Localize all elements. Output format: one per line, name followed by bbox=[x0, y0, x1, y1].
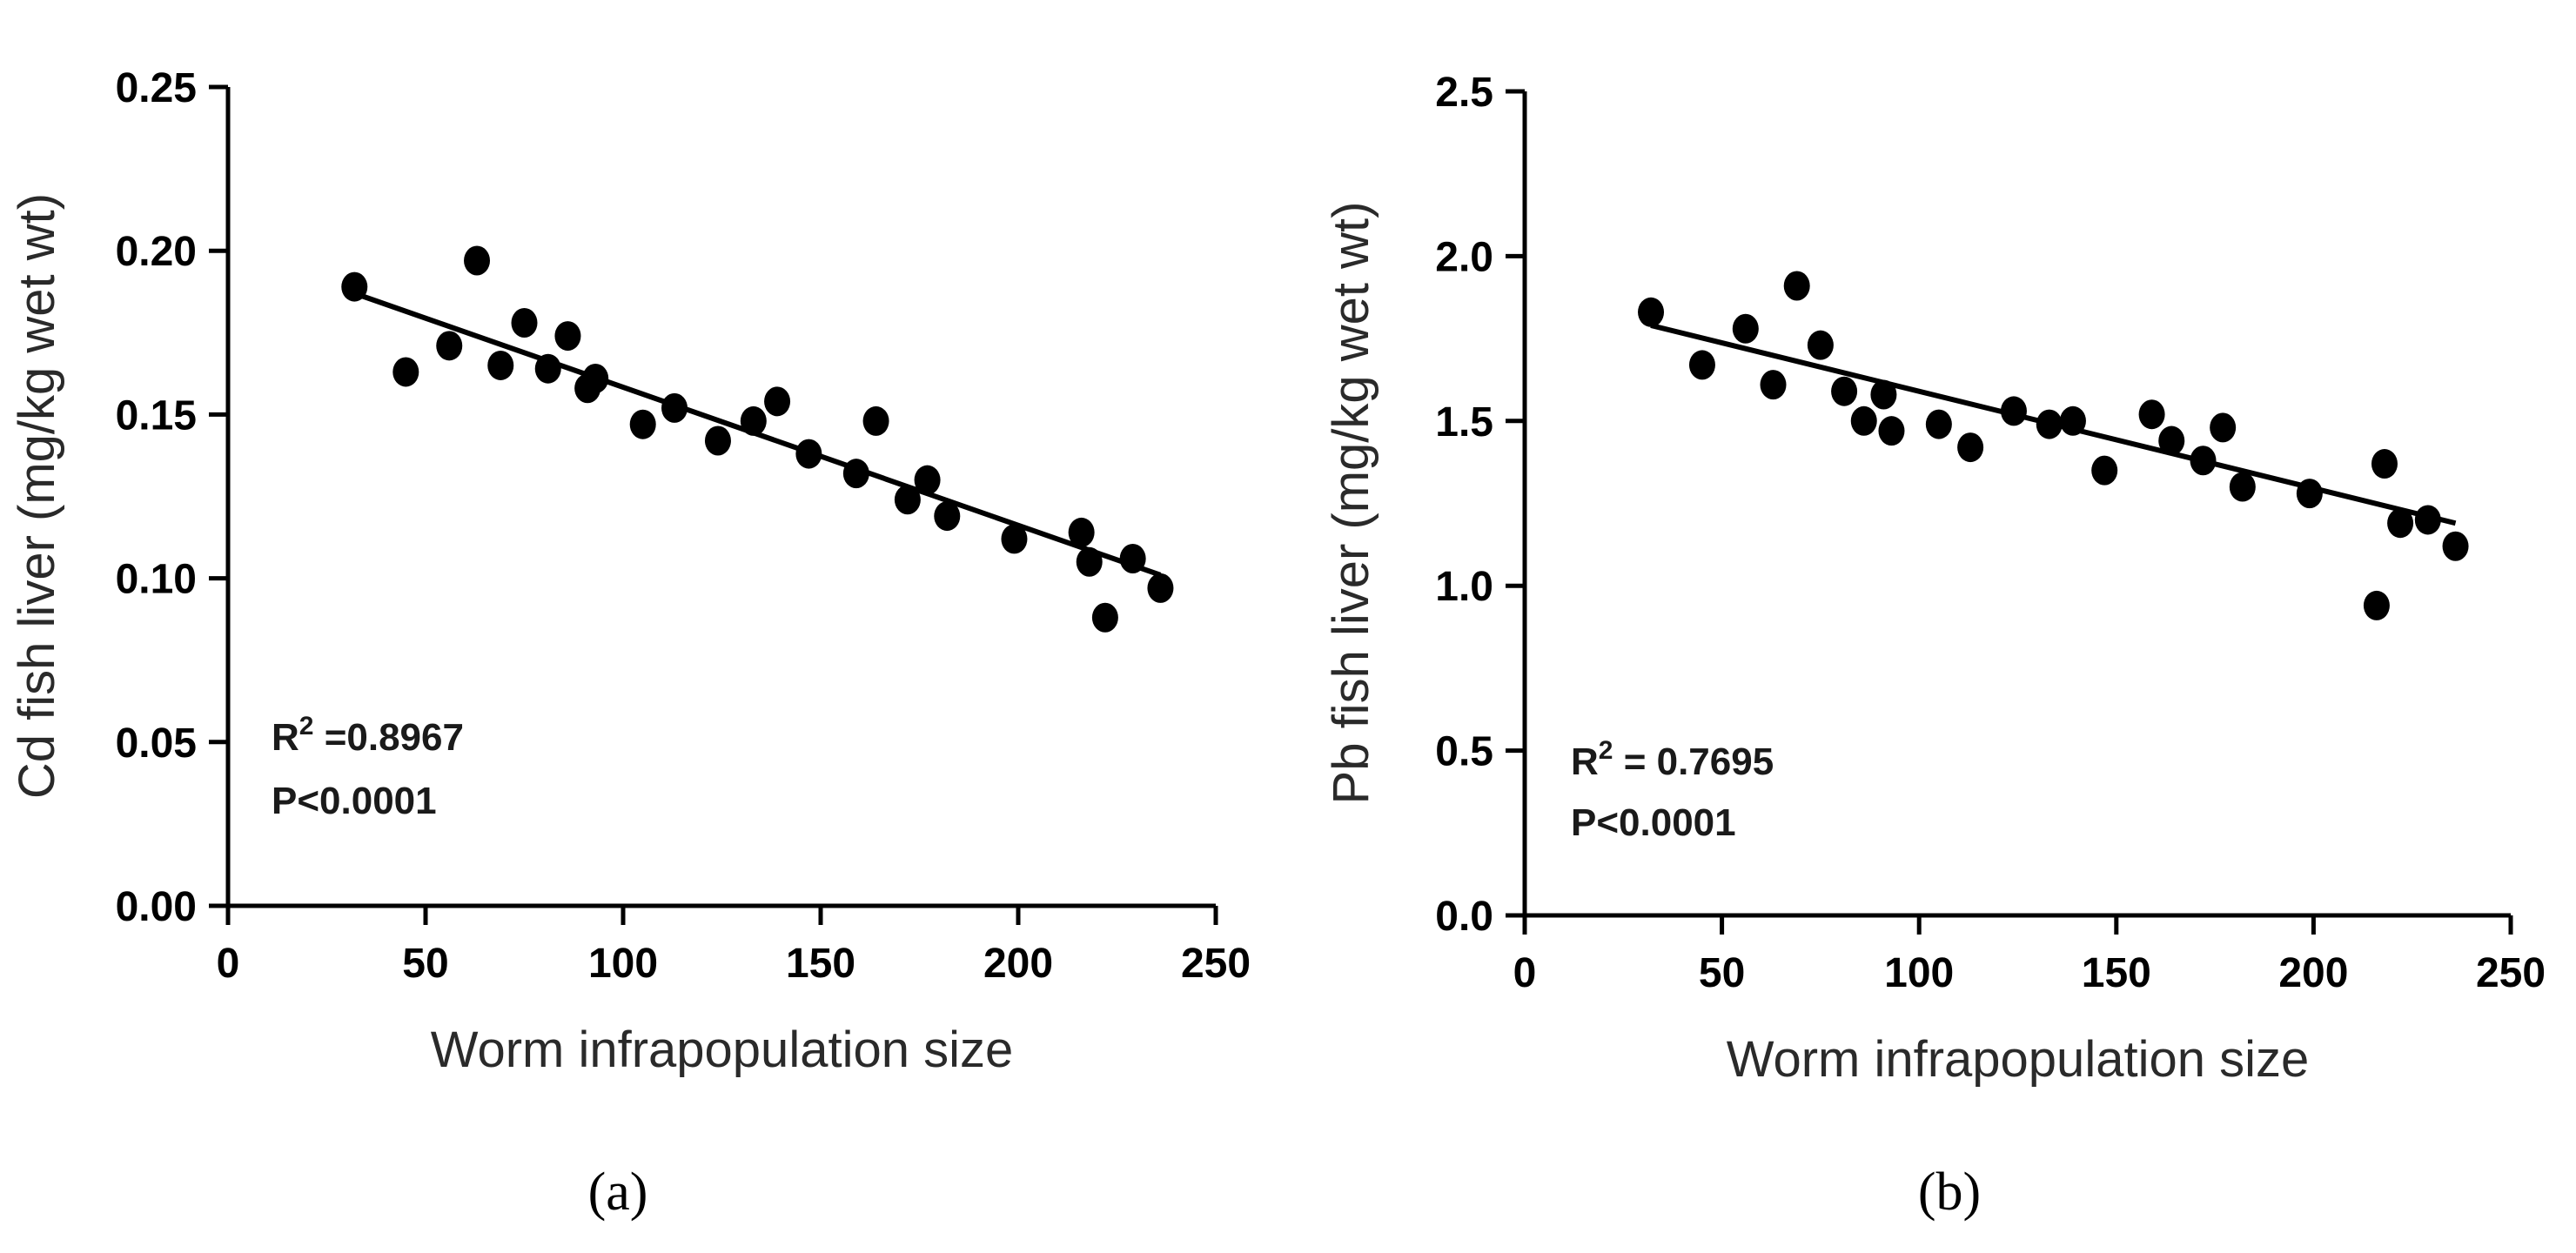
data-point bbox=[392, 357, 419, 387]
data-point bbox=[1732, 313, 1759, 344]
x-tick-label: 150 bbox=[786, 941, 855, 987]
data-point bbox=[2371, 449, 2398, 479]
data-point bbox=[1807, 330, 1834, 360]
r2-value: = 0.7695 bbox=[1613, 740, 1774, 783]
x-tick-label: 50 bbox=[402, 941, 448, 987]
data-point bbox=[740, 405, 767, 436]
x-tick-label: 200 bbox=[983, 941, 1053, 987]
y-tick-label: 1.0 bbox=[1435, 564, 1493, 610]
data-point bbox=[2059, 405, 2086, 436]
data-point bbox=[2442, 531, 2469, 561]
y-tick-label: 0.20 bbox=[116, 229, 197, 275]
data-point bbox=[436, 331, 463, 361]
data-point bbox=[1870, 379, 1897, 410]
data-point bbox=[1638, 297, 1665, 327]
data-point bbox=[1783, 271, 1810, 301]
r2-superscript: 2 bbox=[299, 712, 314, 740]
data-point bbox=[1925, 409, 1952, 439]
data-point bbox=[2138, 399, 2165, 430]
y-tick-label: 2.0 bbox=[1435, 234, 1493, 280]
y-tick-label: 0.25 bbox=[116, 65, 197, 111]
data-point bbox=[582, 363, 609, 393]
data-point bbox=[534, 353, 561, 384]
data-point bbox=[1878, 416, 1905, 446]
data-point bbox=[1831, 376, 1858, 406]
data-point bbox=[2000, 396, 2027, 426]
data-point bbox=[764, 386, 791, 417]
data-point bbox=[2414, 505, 2441, 535]
data-point bbox=[704, 425, 731, 456]
p-value-label: P<0.0001 bbox=[1571, 801, 1736, 844]
data-point bbox=[842, 459, 869, 489]
data-point bbox=[2363, 590, 2390, 620]
y-tick-label: 0.10 bbox=[116, 557, 197, 603]
r2-prefix: R bbox=[1571, 740, 1599, 783]
data-point bbox=[2158, 425, 2185, 456]
x-tick-label: 100 bbox=[588, 941, 658, 987]
data-point bbox=[1119, 544, 1146, 574]
x-axis-title: Worm infrapopulation size bbox=[431, 1022, 1013, 1078]
p-value-label: P<0.0001 bbox=[272, 780, 437, 822]
x-tick-label: 100 bbox=[1884, 950, 1954, 996]
r2-superscript: 2 bbox=[1599, 736, 1613, 765]
data-point bbox=[1091, 602, 1118, 633]
y-tick-label: 0.15 bbox=[116, 392, 197, 439]
data-point bbox=[464, 245, 491, 276]
r2-value: =0.8967 bbox=[313, 716, 464, 759]
r-squared-label: R2 = 0.7695 bbox=[1571, 736, 1774, 783]
data-point bbox=[2229, 472, 2256, 502]
data-point bbox=[511, 308, 538, 338]
y-axis-title: Cd fish liver (mg/kg wet wt) bbox=[9, 193, 65, 799]
data-point bbox=[862, 405, 889, 436]
x-tick-label: 250 bbox=[2476, 950, 2546, 996]
data-point bbox=[629, 409, 656, 439]
data-point bbox=[2091, 455, 2118, 486]
x-tick-label: 50 bbox=[1699, 950, 1745, 996]
chart-panel-2: 0.0 0.5 1.0 1.5 2.0 2.5 0 50 100 150 200 250 Worm in… bbox=[1323, 70, 2546, 1222]
data-point bbox=[2210, 412, 2237, 443]
data-point bbox=[341, 271, 368, 302]
data-point bbox=[2190, 446, 2217, 476]
data-point bbox=[2036, 409, 2063, 439]
x-tick-label: 0 bbox=[1513, 950, 1537, 996]
data-point bbox=[554, 321, 581, 352]
chart-panel-1: 0.00 0.05 0.10 0.15 0.20 0.25 0 50 100 150 200 250 W… bbox=[9, 65, 1251, 1222]
data-point bbox=[894, 485, 921, 515]
y-tick-label: 0.00 bbox=[116, 884, 197, 930]
data-point bbox=[934, 501, 961, 532]
x-tick-label: 250 bbox=[1181, 941, 1251, 987]
data-point bbox=[2296, 479, 2323, 509]
data-point bbox=[914, 465, 941, 495]
y-tick-label: 0.0 bbox=[1435, 894, 1493, 940]
y-axis-title: Pb fish liver (mg/kg wet wt) bbox=[1323, 202, 1379, 805]
data-point bbox=[1760, 370, 1787, 400]
y-tick-label: 0.05 bbox=[116, 720, 197, 767]
data-point bbox=[1068, 517, 1095, 547]
y-tick-label: 2.5 bbox=[1435, 70, 1493, 116]
x-tick-label: 0 bbox=[217, 941, 240, 987]
data-point bbox=[795, 439, 822, 469]
data-point bbox=[1147, 573, 1174, 603]
data-point bbox=[1957, 432, 1984, 463]
data-point bbox=[1076, 546, 1103, 577]
panel-label: (a) bbox=[588, 1163, 648, 1222]
r-squared-label: R2 =0.8967 bbox=[272, 712, 464, 759]
y-tick-label: 0.5 bbox=[1435, 729, 1493, 775]
data-point bbox=[661, 392, 688, 423]
data-point bbox=[2387, 508, 2414, 539]
data-point bbox=[1001, 524, 1028, 554]
data-point bbox=[1688, 350, 1715, 380]
panel-label: (b) bbox=[1918, 1163, 1981, 1222]
y-tick-label: 1.5 bbox=[1435, 399, 1493, 446]
x-axis-title: Worm infrapopulation size bbox=[1727, 1031, 2309, 1088]
x-tick-label: 150 bbox=[2082, 950, 2151, 996]
r2-prefix: R bbox=[272, 716, 299, 759]
x-tick-label: 200 bbox=[2278, 950, 2348, 996]
data-point bbox=[487, 350, 514, 380]
data-point bbox=[1850, 405, 1877, 436]
